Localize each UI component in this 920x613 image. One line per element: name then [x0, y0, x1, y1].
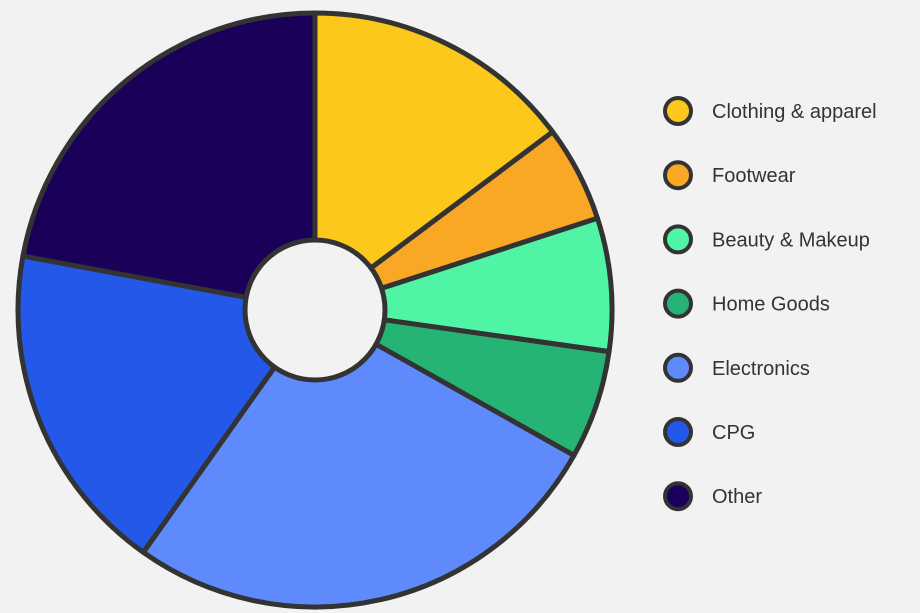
legend-item-footwear: Footwear: [663, 160, 796, 191]
legend-label: Beauty & Makeup: [712, 229, 870, 251]
legend-item-cpg: CPG: [663, 417, 755, 447]
legend-label: Other: [712, 486, 762, 508]
slice-other: [20, 10, 318, 313]
slice-clothing-and-apparel: [312, 10, 556, 313]
legend-item-clothing-and-apparel: Clothing & apparel: [663, 96, 877, 126]
pie-slices: [15, 10, 615, 610]
legend-swatch: [663, 160, 693, 191]
slice-electronics: [140, 307, 577, 610]
donut-hole: [242, 237, 388, 383]
legend-item-electronics: Electronics: [663, 352, 810, 383]
slice-cpg: [15, 253, 318, 555]
legend-label: Electronics: [712, 358, 810, 380]
legend-item-other: Other: [663, 481, 762, 512]
legend-label: Home Goods: [712, 294, 830, 316]
legend-swatch: [663, 288, 693, 319]
legend: Clothing & apparel Footwear Beauty & Makeu…: [663, 96, 877, 512]
legend-swatch: [663, 481, 693, 512]
legend-item-beauty-and-makeup: Beauty & Makeup: [663, 224, 870, 255]
legend-label: Footwear: [712, 165, 796, 187]
legend-swatch: [663, 96, 693, 126]
legend-label: CPG: [712, 422, 755, 444]
legend-swatch: [663, 417, 693, 447]
legend-swatch: [663, 224, 693, 255]
legend-item-home-goods: Home Goods: [663, 288, 830, 319]
legend-swatch: [663, 352, 693, 383]
legend-label: Clothing & apparel: [712, 101, 877, 123]
